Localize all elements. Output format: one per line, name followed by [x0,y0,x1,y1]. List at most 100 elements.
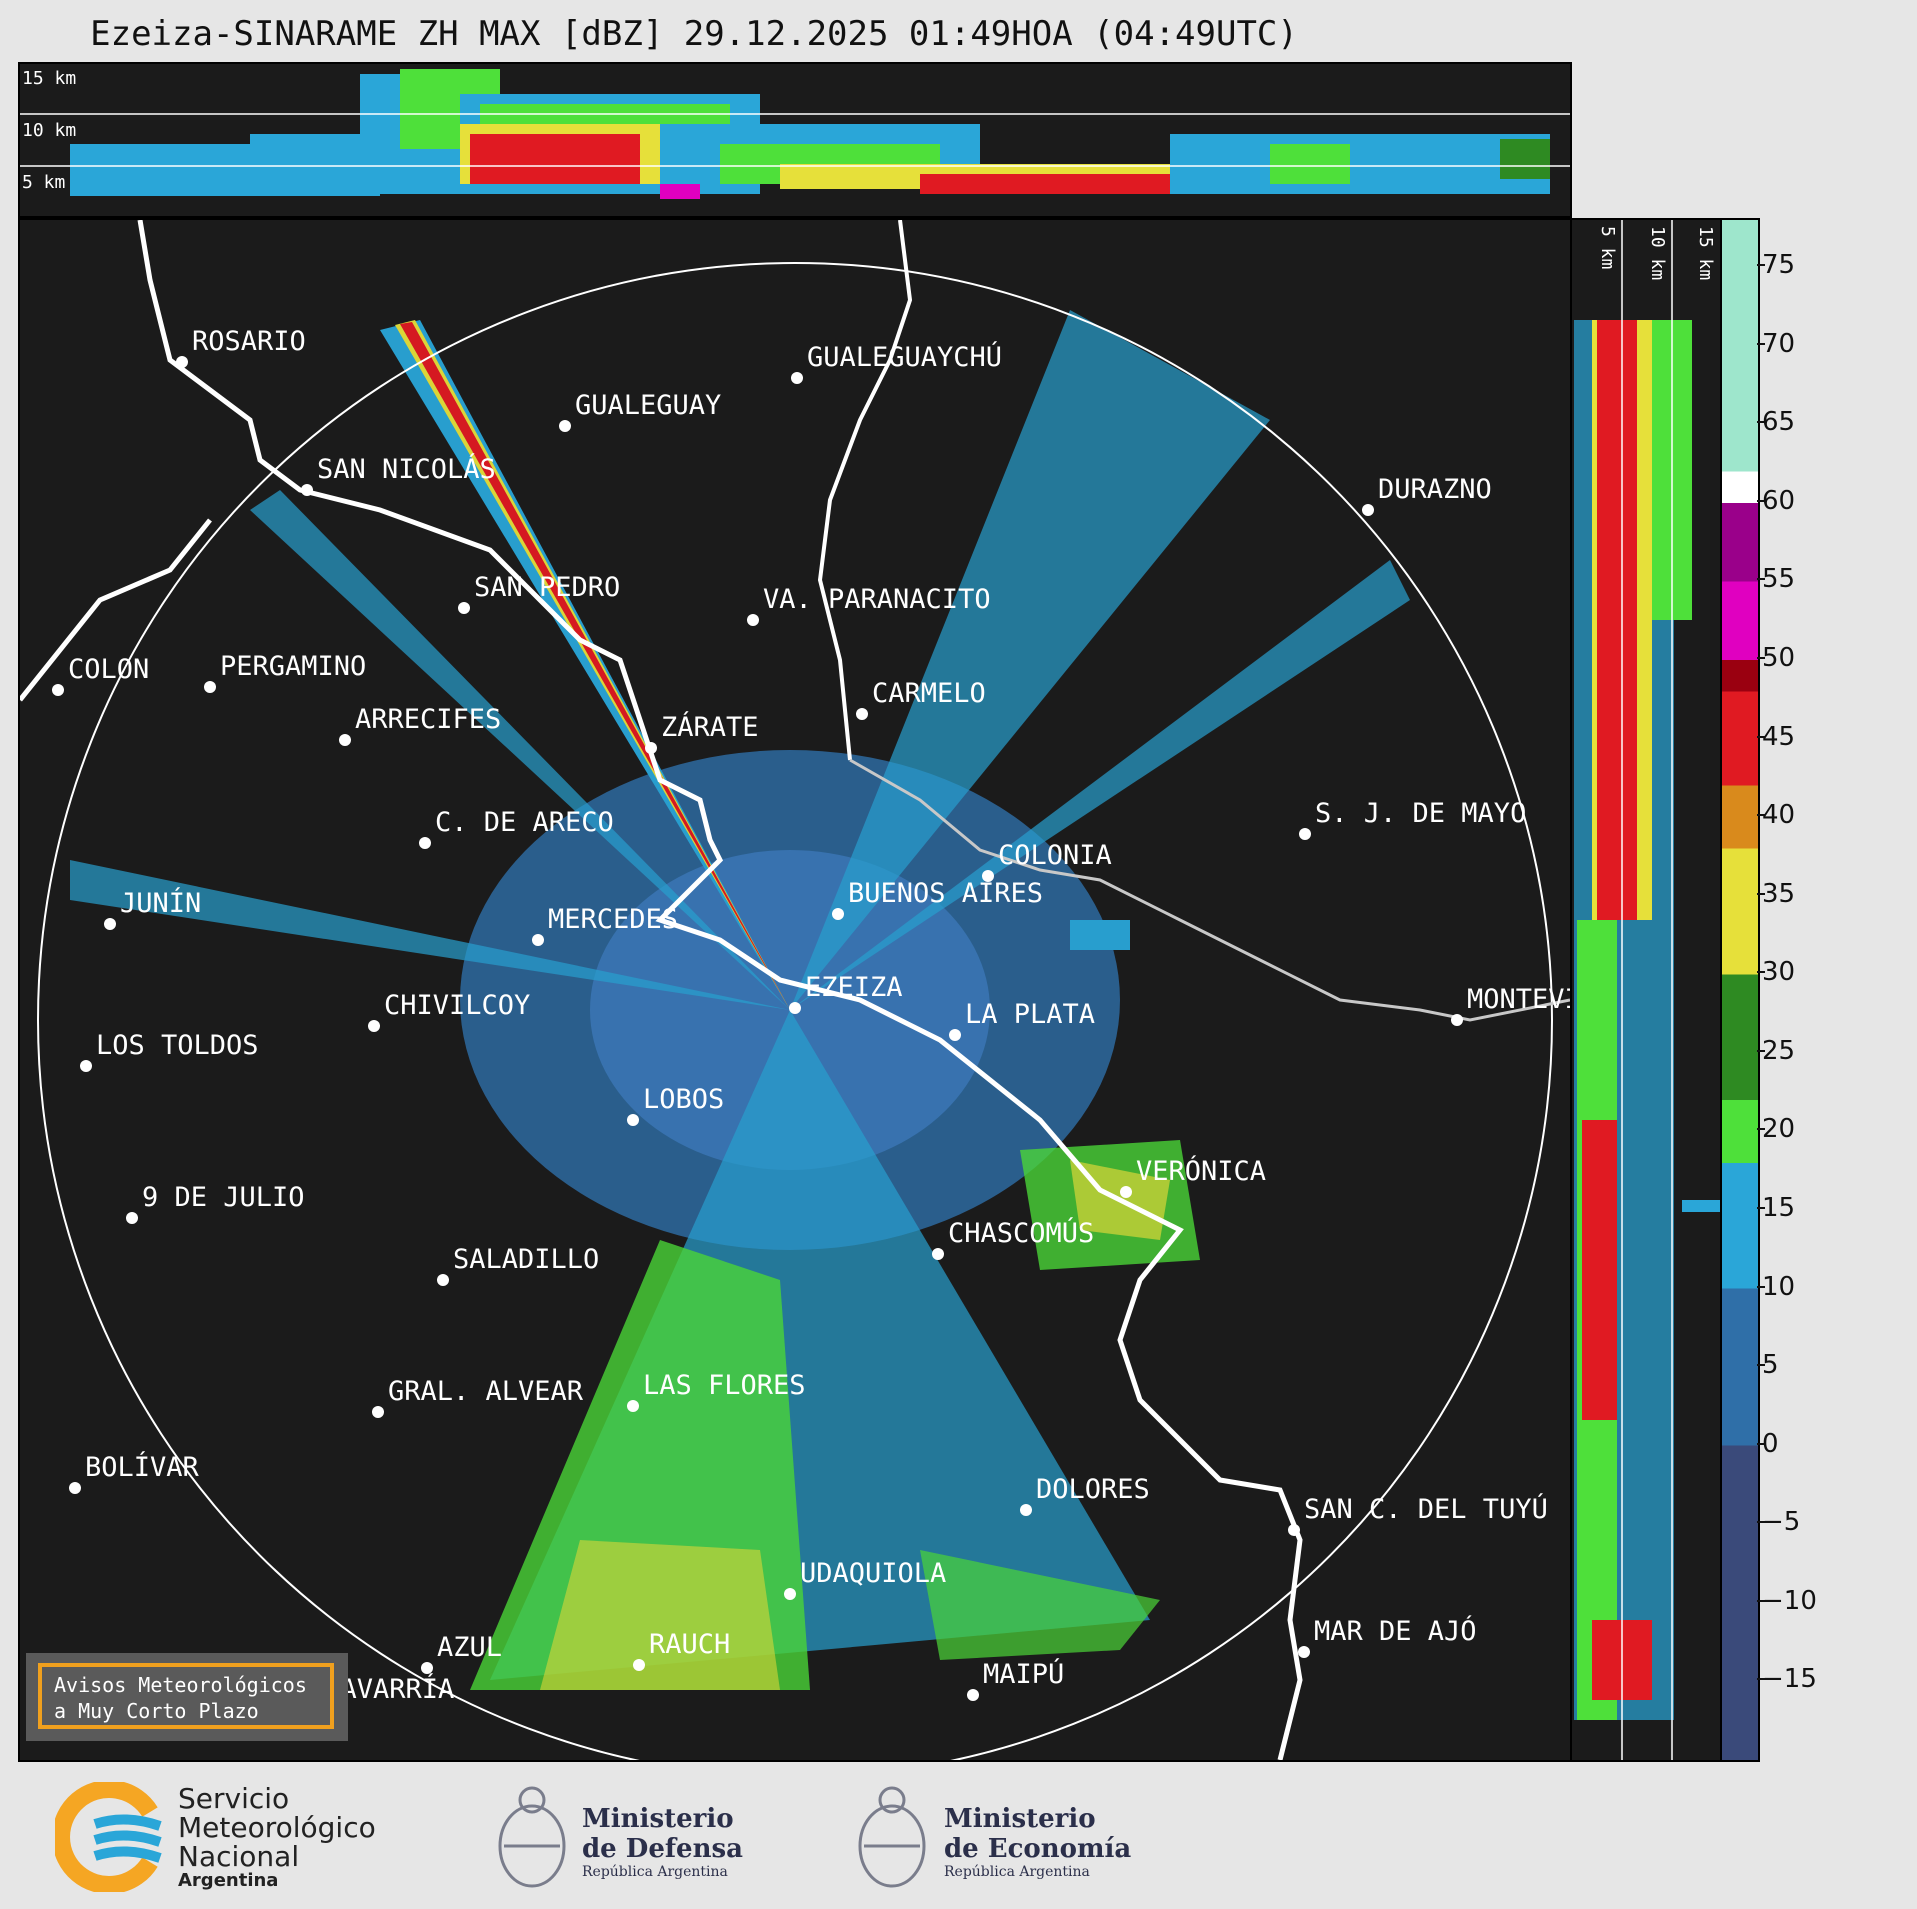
city-chivilcoy: CHIVILCOY [384,990,530,1021]
city-gral-alvear: GRAL. ALVEAR [388,1376,584,1407]
city-rauch: RAUCH [649,1629,730,1660]
smn-logo-text: Servicio Meteorológico Nacional Argentin… [178,1782,376,1891]
top-echo-layer [70,69,1550,199]
colorbar-tick-mark [1757,1364,1765,1367]
side-height-label-10: 10 km [1647,226,1668,280]
colorbar-tick-label: 50 [1762,643,1796,673]
colorbar-tick-label: −10 [1762,1585,1817,1616]
colorbar-tick-label: 60 [1762,485,1796,516]
north-coast [20,518,212,702]
defensa-seal-icon [498,1786,566,1888]
colorbar-tick-mark [1757,1599,1765,1602]
city-san-pedro: SAN PEDRO [474,572,620,603]
economia-seal-icon [858,1786,926,1888]
reflectivity-layer [70,310,1410,1690]
colorbar-tick-mark [1757,1285,1765,1288]
colorbar-tick-label: 5 [1762,1350,1779,1381]
colorbar-tick-label: 70 [1762,328,1796,359]
colorbar-tick-label: 15 [1762,1193,1796,1223]
city-san-c-del-tuyu: SAN C. DEL TUYÚ [1304,1493,1548,1525]
logo-bar: Servicio Meteorológico Nacional Argentin… [0,1770,1568,1909]
top-height-label-5: 5 km [22,172,65,193]
city-montevideo: MONTEVIDEO [1467,984,1570,1015]
colorbar-tick-mark [1757,1128,1765,1131]
side-height-label-15: 15 km [1695,226,1716,280]
smn-logo-icon [55,1782,162,1892]
colorbar-tick-mark [1757,342,1765,345]
city-veronica: VERÓNICA [1136,1155,1266,1187]
colorbar [1720,218,1760,1762]
top-height-label-10: 10 km [22,120,76,141]
city-ezeiza: EZEIZA [805,972,903,1003]
city-las-flores: LAS FLORES [643,1370,806,1401]
colorbar-tick-label: 30 [1762,957,1796,988]
city-saladillo: SALADILLO [453,1244,599,1275]
colorbar-tick-label: 45 [1762,721,1796,752]
city-maipu: MAIPÚ [983,1658,1064,1690]
warning-line-1: Avisos Meteorológicos [54,1673,307,1697]
colorbar-tick-mark [1757,1049,1765,1052]
page-title: Ezeiza-SINARAME ZH MAX [dBZ] 29.12.2025 … [90,14,1298,54]
colorbar-tick-mark [1757,735,1765,738]
colorbar-tick-label: 40 [1762,800,1796,831]
colorbar-tick-label: −15 [1762,1664,1817,1695]
colorbar-tick-mark [1757,421,1765,424]
city-los-toldos: LOS TOLDOS [96,1030,259,1061]
city-c-de-areco: C. DE ARECO [435,807,614,838]
top-height-label-15: 15 km [22,68,76,89]
warning-line-2: a Muy Corto Plazo [54,1699,259,1723]
colorbar-tick-label: 75 [1762,250,1796,281]
colorbar-tick-label: 25 [1762,1035,1796,1066]
city-gualeguay: GUALEGUAY [575,390,721,421]
uruguay-coast [849,758,1570,1022]
city-mercedes: MERCEDES [548,904,678,935]
side-echo-layer [1574,320,1720,1720]
city-va-paranacito: VA. PARANACITO [763,584,991,615]
colorbar-tick-label: 35 [1762,878,1796,909]
warning-link[interactable]: Avisos Meteorológicos a Muy Corto Plazo [26,1653,348,1741]
city-san-nicolas: SAN NICOLÁS [317,453,496,485]
side-profile-svg: 5 km 10 km 15 km [1574,220,1720,1760]
warning-box[interactable]: Avisos Meteorológicos a Muy Corto Plazo [38,1663,334,1729]
range-ring [37,262,1553,1760]
city-carmelo: CARMELO [872,678,986,709]
colorbar-tick-mark [1757,578,1765,581]
city-udaquiola: UDAQUIOLA [800,1558,946,1589]
city-colonia: COLONIA [998,840,1112,871]
radar-map-svg: ROSARIO GUALEGUAYCHÚ GUALEGUAY SAN NICOL… [20,220,1570,1760]
top-profile-svg: 15 km 10 km 5 km [20,68,1570,199]
city-colon: COLON [68,654,149,685]
city-mar-de-ajo: MAR DE AJÓ [1314,1615,1477,1647]
radar-map[interactable]: ROSARIO GUALEGUAYCHÚ GUALEGUAY SAN NICOL… [18,218,1572,1762]
colorbar-tick-label: 20 [1762,1114,1796,1145]
defensa-logo-text: Ministerio de Defensa República Argentin… [582,1804,743,1880]
colorbar-tick-mark [1757,657,1765,659]
city-buenos-aires: BUENOS AIRES [848,878,1043,909]
colorbar-tick-label: 55 [1762,564,1796,595]
city-gualeguaychu: GUALEGUAYCHÚ [807,341,1002,373]
top-height-profile: 15 km 10 km 5 km [18,62,1572,218]
colorbar-tick-label: −5 [1762,1507,1801,1538]
uruguay-river [817,220,913,761]
colorbar-tick-mark [1757,892,1765,895]
city-labels: ROSARIO GUALEGUAYCHÚ GUALEGUAY SAN NICOL… [52,326,1570,1716]
city-zarate: ZÁRATE [661,711,759,743]
city-chascomus: CHASCOMÚS [948,1217,1094,1249]
city-bolivar: BOLÍVAR [85,1451,200,1483]
coastline [137,220,1303,1760]
side-height-label-5: 5 km [1597,226,1618,269]
city-arrecifes: ARRECIFES [355,704,501,735]
colorbar-tick-mark [1757,1521,1765,1524]
side-height-profile: 5 km 10 km 15 km [1570,218,1722,1762]
city-junin: JUNÍN [120,887,201,919]
colorbar-tick-label: 0 [1762,1428,1779,1459]
colorbar-tick-mark [1757,499,1765,502]
colorbar-tick-mark [1757,1678,1765,1681]
colorbar-tick-label: 10 [1762,1271,1796,1302]
colorbar-tick-mark [1757,1207,1765,1209]
city-lobos: LOBOS [643,1084,724,1115]
colorbar-tick-mark [1757,264,1765,267]
economia-logo-text: Ministerio de Economía República Argenti… [944,1804,1132,1880]
colorbar-tick-mark [1757,814,1765,817]
city-dolores: DOLORES [1036,1474,1150,1505]
